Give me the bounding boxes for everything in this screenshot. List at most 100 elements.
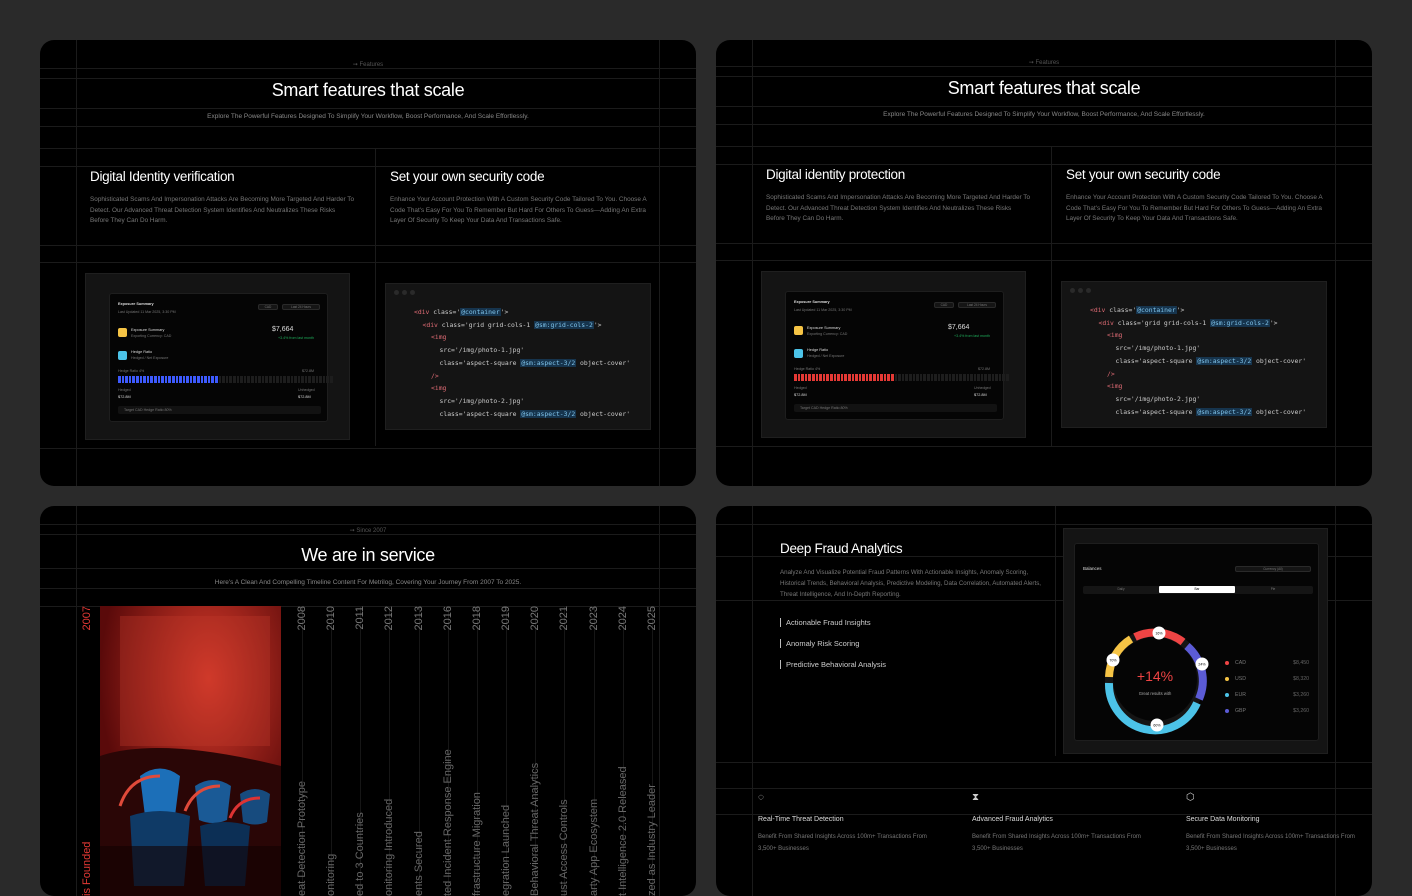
code-line: <div class='grid grid-cols-1 @sm:grid-co… <box>1090 317 1306 330</box>
code-line: <div class='grid grid-cols-1 @sm:grid-co… <box>414 319 630 332</box>
bar-tick <box>150 376 153 383</box>
bar-tick <box>944 374 948 381</box>
code-token: <img <box>1107 331 1123 340</box>
timeline-divider <box>623 606 624 896</box>
unhedged-label: Unhedged <box>974 386 991 390</box>
timeline-year[interactable]: 2021 <box>558 606 570 631</box>
legend-row: EUR $3,260 <box>1225 692 1309 698</box>
timeline-year[interactable]: 2012 <box>383 606 395 631</box>
footer-text: Target CAD Hedge Ratio 80% <box>800 406 848 410</box>
code-token: /> <box>1107 369 1115 378</box>
tab-bar[interactable]: Bar <box>1159 586 1235 593</box>
bar-tick <box>984 374 988 381</box>
bar-tick <box>308 376 312 383</box>
ring-label: 16% <box>1155 632 1163 636</box>
timeline-year[interactable]: 2020 <box>529 606 541 631</box>
exposure-amount: $7,664 <box>948 324 970 331</box>
bar-tick <box>175 376 179 383</box>
timeline-year[interactable]: 2008 <box>296 606 308 631</box>
active-milestone: is Founded <box>81 841 93 896</box>
range-select[interactable]: Last 24 Hours <box>958 302 996 308</box>
code-token: @sm:aspect-3/2 <box>520 358 577 367</box>
bar-tick <box>855 374 858 381</box>
timeline-milestone: eat Detection Prototype <box>296 781 308 896</box>
bar-tick <box>919 374 923 381</box>
currency-select[interactable]: Currency (All) <box>1235 566 1311 572</box>
timeline-divider <box>302 606 303 896</box>
bar-tick <box>197 376 200 383</box>
feature-desc-identity: Sophisticated Scams And Impersonation At… <box>90 196 355 224</box>
bar-tick <box>998 374 1002 381</box>
bar-tick <box>254 376 258 383</box>
active-year[interactable]: 2007 <box>81 606 93 631</box>
code-token: src='/img/photo-1.jpg' <box>1115 344 1201 353</box>
bar-label: Hedge Ratio 4% <box>118 369 145 373</box>
code-token: @sm:aspect-3/2 <box>1196 356 1253 365</box>
timeline-year[interactable]: 2010 <box>325 606 337 631</box>
code-token: <img <box>431 333 447 342</box>
code-line: class='aspect-square @sm:aspect-3/2 obje… <box>1090 406 1306 419</box>
bar-tick <box>995 374 998 381</box>
timeline-year[interactable]: 2013 <box>413 606 425 631</box>
code-line: <div class='@container'> <box>414 306 630 319</box>
timeline-milestone: zed as Industry Leader <box>646 784 658 896</box>
legend-row: CAD $8,450 <box>1225 660 1309 666</box>
bar-tick <box>135 376 139 383</box>
code-token: <div <box>422 320 442 329</box>
code-line: src='/img/photo-1.jpg' <box>414 344 630 357</box>
timeline-divider <box>652 606 653 896</box>
timeline-year[interactable]: 2011 <box>354 606 366 630</box>
bar-tick <box>923 374 926 381</box>
code-token: @sm:aspect-3/2 <box>1196 407 1253 416</box>
currency-select[interactable]: CAD <box>258 304 278 310</box>
timeline-year[interactable]: 2019 <box>500 606 512 631</box>
hedge-label: Hedge Ratio <box>807 348 829 352</box>
feature-anomaly-scoring[interactable]: Anomaly Risk Scoring <box>780 639 859 648</box>
bar-tick <box>819 374 822 381</box>
timeline-milestone: ed to 3 Countries <box>354 812 366 896</box>
bar-tick <box>193 376 197 383</box>
timeline-year[interactable]: 2023 <box>588 606 600 631</box>
hedge-label: Hedge Ratio <box>131 350 153 354</box>
legend-code: USD <box>1235 676 1246 682</box>
bar-tick <box>125 376 128 383</box>
bottom-feature-title: Real-Time Threat Detection <box>758 816 844 823</box>
feature-actionable-insights[interactable]: Actionable Fraud Insights <box>780 618 871 627</box>
timeline-year[interactable]: 2016 <box>442 606 454 631</box>
timeline-year[interactable]: 2025 <box>646 606 658 631</box>
code-token: src='/img/photo-2.jpg' <box>1115 394 1201 403</box>
exposure-label: Exposure Summary <box>807 326 841 330</box>
bar-tick <box>833 374 837 381</box>
bar-tick <box>326 376 330 383</box>
range-select[interactable]: Last 24 Hours <box>282 304 320 310</box>
timeline-year[interactable]: 2018 <box>471 606 483 631</box>
timeline-divider <box>594 606 595 896</box>
code-line: class='aspect-square @sm:aspect-3/2 obje… <box>414 408 630 421</box>
bar-tick <box>204 376 207 383</box>
tab-pie[interactable]: Pie <box>1270 587 1276 591</box>
tab-daily[interactable]: Daily <box>1117 587 1125 591</box>
currency-select[interactable]: CAD <box>934 302 954 308</box>
bar-tick <box>161 376 164 383</box>
timeline-year[interactable]: 2024 <box>617 606 629 631</box>
bar-tick <box>959 374 962 381</box>
bar-tick <box>315 376 319 383</box>
bar-tick <box>218 376 222 383</box>
code-line: class='aspect-square @sm:aspect-3/2 obje… <box>1090 355 1306 368</box>
code-card: <div class='@container'> <div class='grid… <box>1061 281 1327 428</box>
bar-tick <box>233 376 236 383</box>
code-token: @container <box>1136 306 1177 314</box>
bar-tick <box>207 376 211 383</box>
bar-tick <box>869 374 873 381</box>
bar-tick <box>272 376 276 383</box>
timeline-divider <box>477 606 478 896</box>
feature-predictive-analysis[interactable]: Predictive Behavioral Analysis <box>780 660 886 669</box>
bar-tick <box>1002 374 1006 381</box>
unhedged-label: Unhedged <box>298 388 315 392</box>
timeline-milestone: ust Access Controls <box>558 799 570 896</box>
code-line: class='aspect-square @sm:aspect-3/2 obje… <box>414 357 630 370</box>
balances-card: Balances Currency (All) Daily Bar Pie 16… <box>1063 528 1328 754</box>
bar-tick <box>970 374 973 381</box>
bar-tick <box>128 376 132 383</box>
bar-tick <box>189 376 193 383</box>
